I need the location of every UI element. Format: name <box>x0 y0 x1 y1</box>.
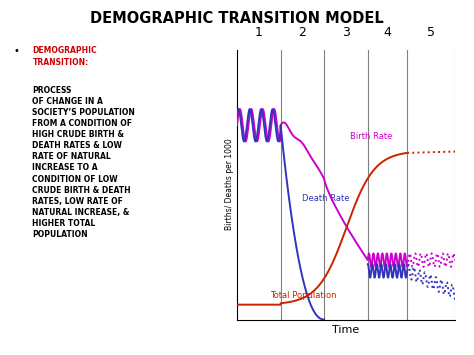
Text: Death Rate: Death Rate <box>302 194 350 203</box>
Text: •: • <box>13 47 19 56</box>
Text: 1: 1 <box>255 26 263 39</box>
Text: 4: 4 <box>383 26 392 39</box>
Text: 3: 3 <box>342 26 350 39</box>
Text: 2: 2 <box>299 26 306 39</box>
Text: DEMOGRAPHIC
TRANSITION:: DEMOGRAPHIC TRANSITION: <box>32 47 97 66</box>
X-axis label: Time: Time <box>332 325 360 335</box>
Text: DEMOGRAPHIC TRANSITION MODEL: DEMOGRAPHIC TRANSITION MODEL <box>90 11 384 26</box>
Text: PROCESS
OF CHANGE IN A
SOCIETY’S POPULATION
FROM A CONDITION OF
HIGH CRUDE BIRTH: PROCESS OF CHANGE IN A SOCIETY’S POPULAT… <box>32 86 136 239</box>
Text: Total Population: Total Population <box>270 291 336 300</box>
Text: Birth Rate: Birth Rate <box>350 132 393 141</box>
Text: 5: 5 <box>427 26 435 39</box>
Y-axis label: Births/ Deaths per 1000: Births/ Deaths per 1000 <box>225 139 234 230</box>
